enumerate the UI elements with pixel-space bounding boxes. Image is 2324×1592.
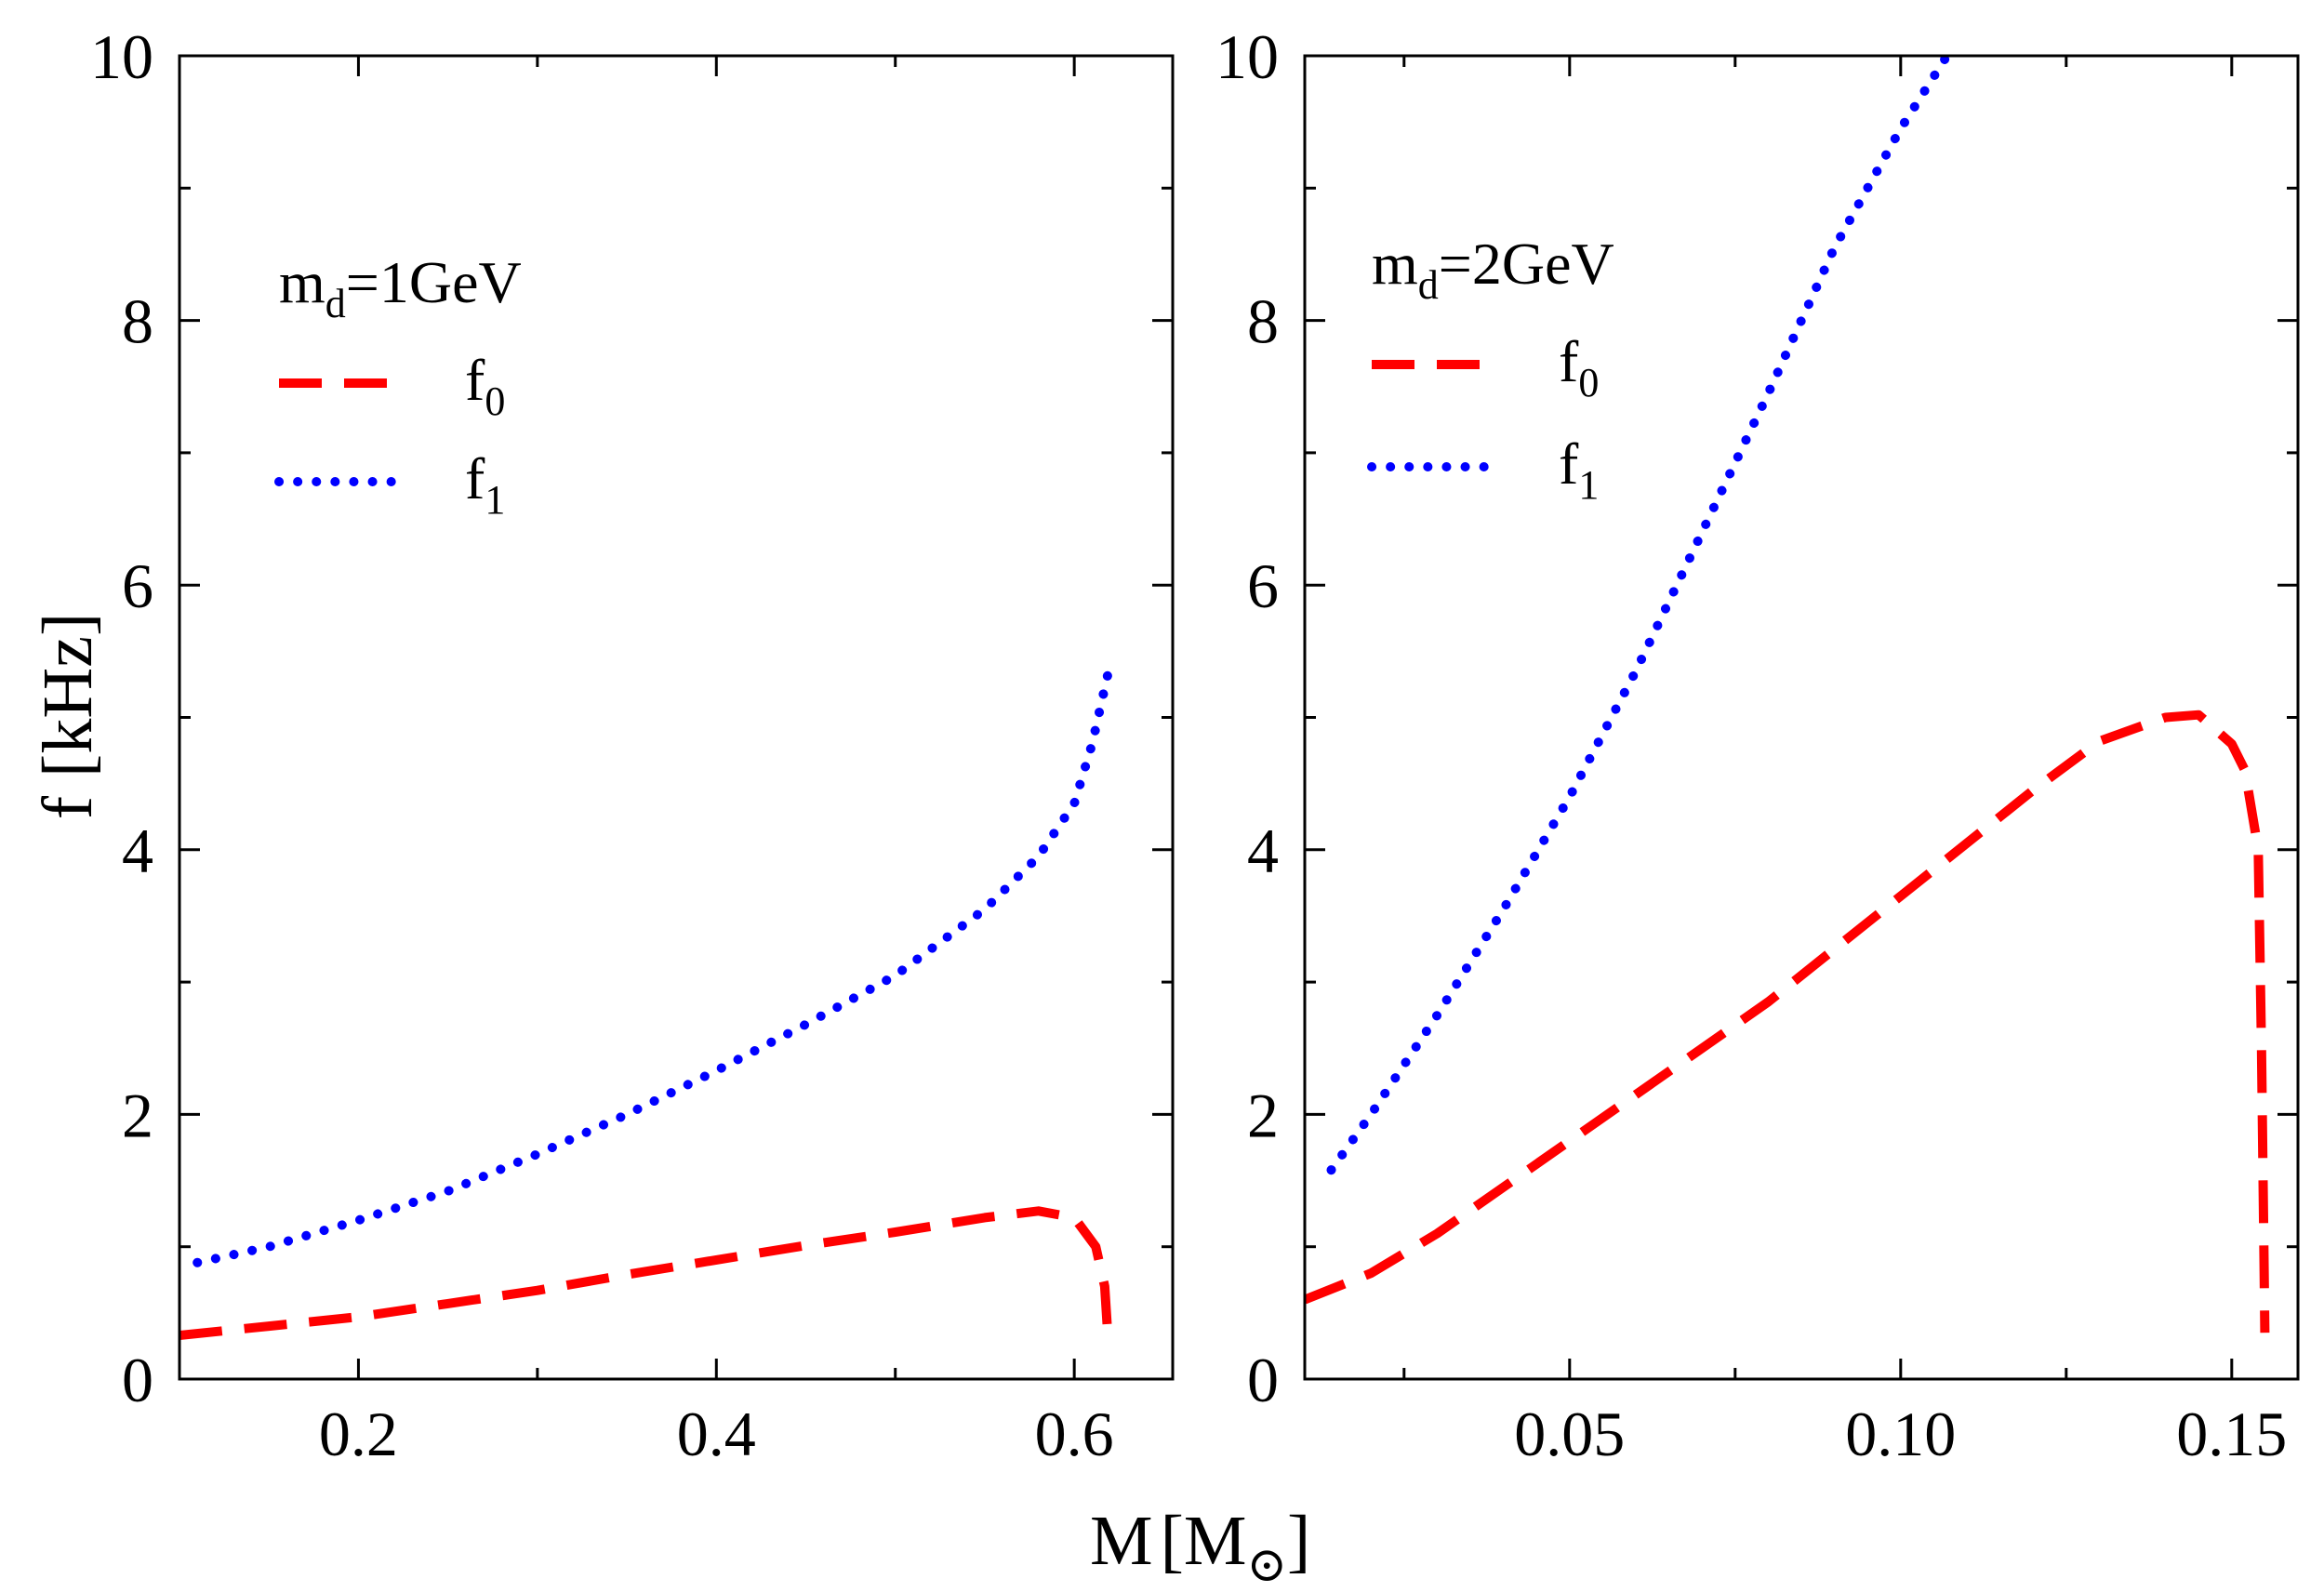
right-ytick-label-0: 0 (1247, 1345, 1279, 1415)
left-xtick-label-0: 0.2 (319, 1399, 398, 1469)
left-series-f0 (179, 1206, 1113, 1343)
right-series-f0 (1305, 710, 2270, 1333)
x-axis-label-main: M (1090, 1502, 1153, 1580)
right-ytick-label-3: 6 (1247, 551, 1279, 621)
legend-left-f0-label: f0 (465, 347, 505, 424)
ticks-right: 0.05 0.10 0.15 0 2 4 6 8 10 (1215, 21, 2298, 1469)
plot-frame-left (178, 54, 1175, 1381)
x-axis-label-open: [ (1161, 1502, 1184, 1580)
left-ytick-label-3: 6 (122, 551, 153, 621)
left-ytick-label-0: 0 (122, 1345, 153, 1415)
x-axis-label-unit: M (1184, 1502, 1247, 1580)
series-layer-left (179, 659, 1115, 1343)
x-axis-label: M [M⊙] (1090, 1502, 1310, 1592)
legend-right-f1-label: f1 (1559, 431, 1599, 508)
legend-left: f0 f1 (274, 347, 505, 523)
panel-right: 0.05 0.10 0.15 0 2 4 6 8 10 md=2GeV f0 f1 (1215, 21, 2300, 1469)
x-axis-label-unit-sub: ⊙ (1246, 1539, 1287, 1592)
ticks-left: 0.2 0.4 0.6 0 2 4 6 8 10 (90, 21, 1173, 1469)
annotation-left-main: m (279, 249, 325, 315)
y-axis-label-main: f (29, 795, 107, 819)
right-xtick-label-1: 0.10 (1845, 1399, 1956, 1469)
annotation-right-main: m (1372, 231, 1418, 297)
annotation-left: md=1GeV (279, 249, 522, 326)
x-axis-label-close: ] (1287, 1502, 1310, 1580)
panel-left: 0.2 0.4 0.6 0 2 4 6 8 10 md=1GeV f0 f1 (90, 21, 1175, 1469)
right-ytick-label-4: 8 (1247, 286, 1279, 357)
right-xtick-label-2: 0.15 (2176, 1399, 2287, 1469)
right-ytick-label-1: 2 (1247, 1080, 1279, 1150)
left-ytick-label-5: 10 (90, 21, 153, 92)
left-xtick-label-2: 0.6 (1035, 1399, 1114, 1469)
right-series-f1 (1326, 56, 1952, 1175)
y-axis-label-unit: [kHz] (29, 613, 107, 777)
legend-right: f0 f1 (1367, 328, 1599, 508)
series-layer-right (1305, 56, 2270, 1333)
right-ytick-label-5: 10 (1215, 21, 1279, 92)
y-axis-label: f [kHz] (29, 613, 107, 820)
left-ytick-label-4: 8 (122, 286, 153, 357)
left-xtick-label-1: 0.4 (677, 1399, 756, 1469)
annotation-right-sub: d (1418, 262, 1439, 308)
annotation-left-rest: =1GeV (346, 249, 522, 315)
legend-right-f0-label: f0 (1559, 328, 1599, 405)
left-series-f1 (193, 659, 1115, 1267)
left-ytick-label-2: 4 (122, 816, 153, 886)
annotation-left-sub: d (325, 281, 346, 326)
right-ytick-label-2: 4 (1247, 816, 1279, 886)
annotation-right-rest: =2GeV (1439, 231, 1614, 297)
right-xtick-label-0: 0.05 (1514, 1399, 1625, 1469)
legend-left-f1-label: f1 (465, 445, 505, 523)
annotation-right: md=2GeV (1372, 231, 1614, 308)
left-ytick-label-1: 2 (122, 1080, 153, 1150)
